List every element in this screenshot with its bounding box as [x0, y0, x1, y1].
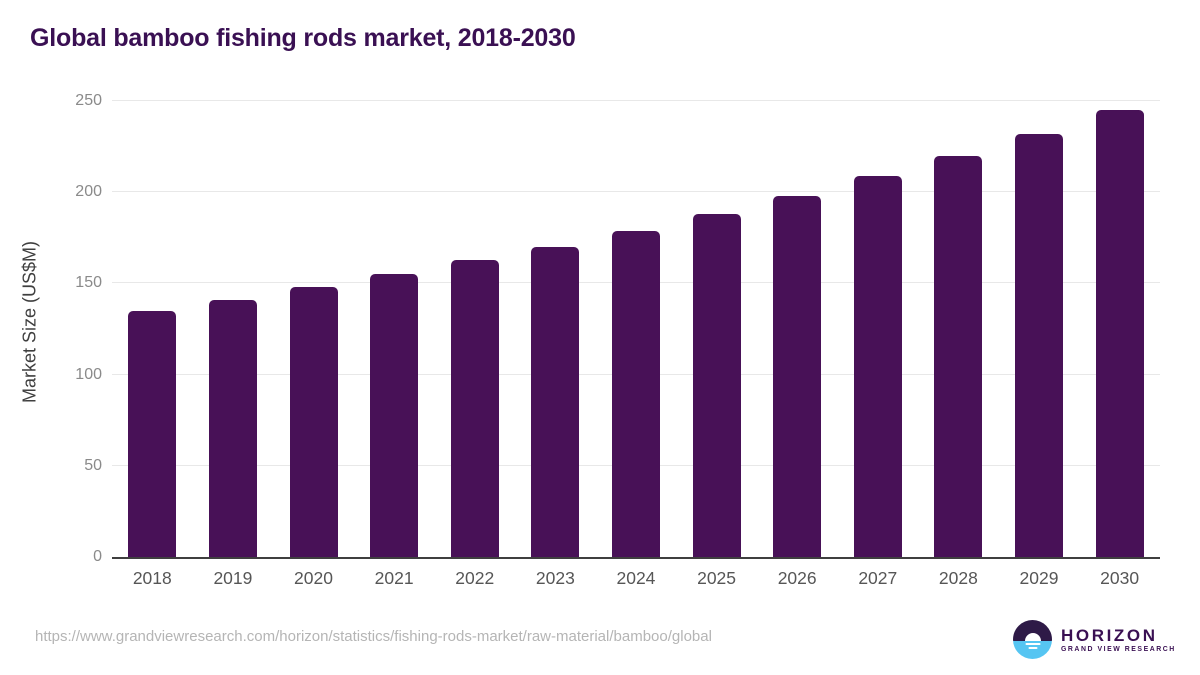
- bar-2029: [1015, 133, 1063, 557]
- chart-title: Global bamboo fishing rods market, 2018-…: [30, 24, 576, 52]
- y-tick-label-150: 150: [75, 274, 102, 292]
- bar-2023: [531, 246, 580, 557]
- bar-2024: [611, 230, 660, 557]
- logo-subtitle: GRAND VIEW RESEARCH: [1061, 645, 1176, 653]
- y-tick-label-200: 200: [75, 183, 102, 201]
- bar-slot-2029: [999, 101, 1080, 557]
- x-axis-tick-labels: 2018 2019 2020 2021 2022 2023 2024 2025 2026 2027…: [112, 568, 1160, 589]
- horizon-logo: HORIZON GRAND VIEW RESEARCH: [1013, 620, 1176, 659]
- bar-slot-2026: [757, 101, 838, 557]
- bar-series: [112, 101, 1160, 557]
- x-tick-label-2021: 2021: [374, 568, 414, 588]
- bar-slot-2019: [193, 101, 274, 557]
- x-tick-label-2025: 2025: [697, 568, 737, 588]
- bar-2028: [934, 155, 983, 557]
- bar-slot-2021: [354, 101, 435, 557]
- x-tick-label-2027: 2027: [858, 568, 898, 588]
- y-tick-label-0: 0: [93, 548, 102, 565]
- bar-2025: [692, 214, 741, 557]
- x-tick-label-2018: 2018: [132, 568, 172, 588]
- bar-slot-2018: [112, 101, 193, 557]
- bar-slot-2022: [434, 101, 515, 557]
- horizon-sun-icon: [1013, 620, 1052, 659]
- y-tick-label-100: 100: [75, 365, 102, 383]
- x-tick-label-2028: 2028: [938, 568, 978, 588]
- x-tick-label-2019: 2019: [213, 568, 253, 588]
- gridline-200: [112, 191, 1160, 193]
- bar-slot-2025: [676, 101, 757, 557]
- water-reflection-line: [1025, 642, 1040, 646]
- bar-slot-2028: [918, 101, 999, 557]
- bar-2026: [773, 195, 822, 557]
- water-reflection-line: [1028, 646, 1037, 650]
- logo-wordmark: HORIZON: [1061, 625, 1158, 645]
- bar-slot-2023: [515, 101, 596, 557]
- bar-slot-2027: [837, 101, 918, 557]
- x-tick-label-2030: 2030: [1100, 568, 1140, 588]
- bar-slot-2030: [1079, 101, 1160, 557]
- x-tick-label-2023: 2023: [535, 568, 575, 588]
- bar-2020: [289, 287, 338, 557]
- gridline-250: [112, 100, 1160, 101]
- x-tick-label-2026: 2026: [777, 568, 817, 588]
- x-tick-label-2022: 2022: [455, 568, 495, 588]
- y-axis-title: Market Size (US$M): [19, 240, 40, 404]
- bar-2022: [450, 259, 499, 557]
- bar-2018: [128, 310, 177, 557]
- bar-slot-2024: [596, 101, 677, 557]
- source-url-text: https://www.grandviewresearch.com/horizo…: [35, 628, 712, 645]
- sun-glyph: [1024, 633, 1041, 642]
- bar-2021: [370, 274, 419, 557]
- y-axis-tick-labels: 0 50 100 150 200 250: [40, 92, 102, 565]
- bar-2019: [208, 299, 257, 557]
- plot-area: [112, 100, 1160, 559]
- bar-2027: [853, 175, 902, 557]
- bar-2030: [1095, 110, 1144, 557]
- x-tick-label-2024: 2024: [616, 568, 656, 588]
- logo-text: HORIZON GRAND VIEW RESEARCH: [1061, 625, 1176, 653]
- y-tick-label-50: 50: [84, 456, 102, 474]
- x-tick-label-2029: 2029: [1019, 568, 1059, 588]
- x-tick-label-2020: 2020: [294, 568, 333, 588]
- bar-slot-2020: [273, 101, 354, 557]
- y-tick-label-250: 250: [75, 92, 102, 109]
